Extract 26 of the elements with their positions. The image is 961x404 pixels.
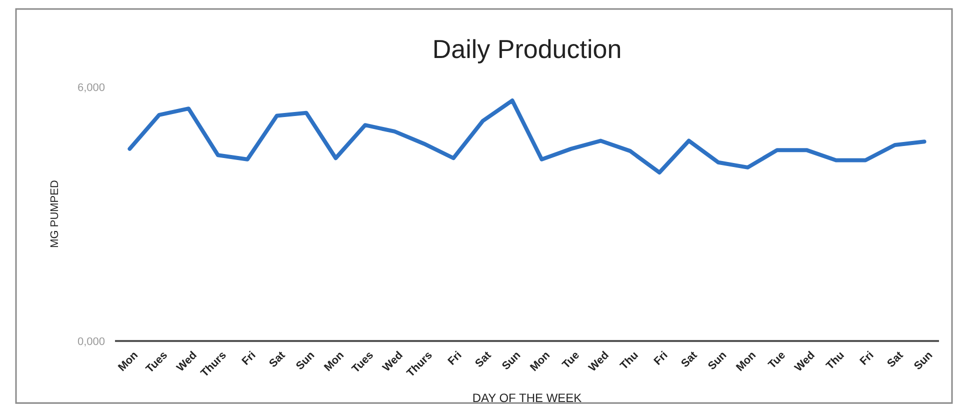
x-tick-label: Sat	[679, 349, 700, 370]
x-tick-label: Thu	[618, 349, 641, 372]
x-axis-title: DAY OF THE WEEK	[472, 391, 582, 404]
y-tick-label: 0,000	[77, 336, 105, 348]
x-tick-label: Sat	[473, 349, 494, 370]
x-tick-label: Sun	[912, 349, 936, 373]
x-tick-label: Fri	[240, 349, 258, 368]
x-tick-label: Tue	[766, 349, 788, 372]
y-axis-title: MG PUMPED	[49, 180, 61, 248]
x-tick-label: Sat	[267, 349, 288, 370]
line-series	[128, 98, 926, 175]
x-tick-label: Sun	[294, 349, 318, 373]
x-tick-label: Fri	[446, 349, 464, 368]
x-tick-label: Sun	[706, 349, 730, 373]
x-tick-label: Thu	[824, 349, 847, 372]
x-tick-label: Mon	[116, 349, 141, 374]
y-tick-label: 6,000	[77, 82, 105, 94]
x-tick-label: Mon	[322, 349, 347, 374]
x-tick-label: Fri	[858, 349, 876, 368]
x-tick-label: Sat	[885, 349, 906, 370]
x-tick-label: Mon	[528, 349, 553, 374]
chart-title: Daily Production	[432, 34, 622, 64]
x-tick-label: Sun	[500, 349, 524, 373]
x-tick-label: Tue	[560, 349, 582, 372]
x-tick-label: Mon	[734, 349, 759, 374]
x-tick-label: Fri	[652, 349, 670, 368]
